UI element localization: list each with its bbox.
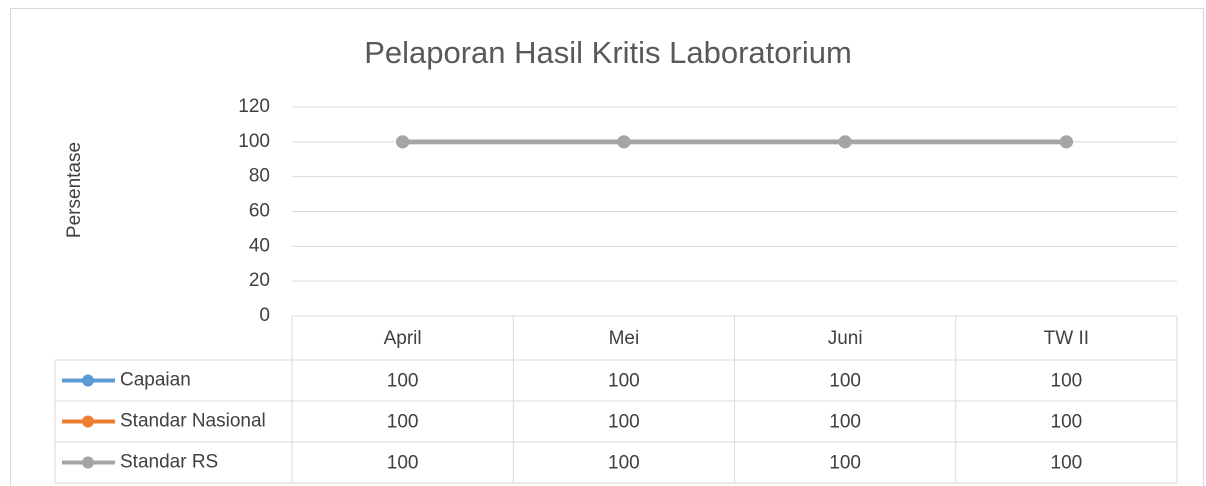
chart-title: Pelaporan Hasil Kritis Laboratorium [364,35,852,70]
table-value: 100 [387,371,419,392]
x-tick-label: April [384,328,422,349]
table-value: 100 [1051,371,1083,392]
table-value: 100 [829,412,861,433]
x-tick-label: Juni [828,328,863,349]
y-tick-label: 80 [249,166,270,187]
y-axis-label: Persentase [64,142,85,238]
table-value: 100 [829,453,861,474]
table-value: 100 [608,371,640,392]
y-tick-label: 20 [249,270,270,291]
table-value: 100 [387,453,419,474]
y-tick-label: 120 [238,96,270,117]
x-tick-label: TW II [1044,328,1089,349]
series-marker [1059,135,1073,149]
table-value: 100 [608,453,640,474]
table-value: 100 [1051,412,1083,433]
legend-label: Standar Nasional [120,411,266,432]
y-tick-label: 0 [259,305,270,326]
legend-marker [82,415,94,428]
table-value: 100 [387,412,419,433]
legend-marker [82,374,94,387]
table-value: 100 [829,371,861,392]
series-marker [396,135,410,149]
series-marker [838,135,852,149]
chart-border [10,8,1204,486]
legend-label: Standar RS [120,452,218,473]
x-tick-label: Mei [609,328,640,349]
y-tick-label: 60 [249,201,270,222]
table-value: 100 [1051,453,1083,474]
y-tick-label: 100 [238,131,270,152]
legend-label: Capaian [120,370,191,391]
y-tick-label: 40 [249,235,270,256]
series-marker [617,135,631,149]
legend-marker [82,456,94,469]
table-value: 100 [608,412,640,433]
